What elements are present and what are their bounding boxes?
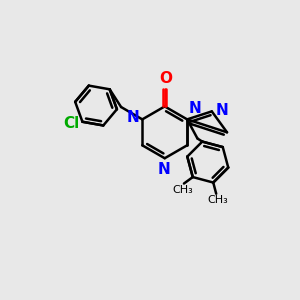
Text: CH₃: CH₃ xyxy=(207,195,228,205)
Text: N: N xyxy=(189,101,201,116)
Text: N: N xyxy=(127,110,139,125)
Text: Cl: Cl xyxy=(63,116,80,131)
Text: O: O xyxy=(159,71,172,86)
Text: N: N xyxy=(158,162,170,177)
Text: N: N xyxy=(215,103,228,118)
Text: CH₃: CH₃ xyxy=(172,185,193,195)
